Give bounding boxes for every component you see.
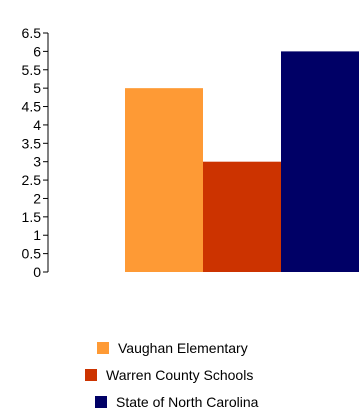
y-tick-label: 0.5: [22, 246, 42, 262]
y-tick-label: 4.5: [22, 99, 42, 115]
y-tick-label: 4: [33, 117, 41, 133]
y-tick-label: 1.5: [22, 209, 42, 225]
y-tick-label: 2: [33, 190, 41, 206]
y-tick-label: 1: [33, 227, 41, 243]
legend-swatch: [95, 396, 107, 408]
y-tick-label: 5.5: [22, 62, 42, 78]
y-tick-label: 3: [33, 154, 41, 170]
y-axis: 0 0.5 1 1.5 2 2.5 3 3.5 4 4.5 5 5.5 6 6.5: [22, 25, 49, 280]
legend-label: State of North Carolina: [116, 394, 259, 410]
legend-item-state-of-north-carolina: State of North Carolina: [95, 392, 258, 412]
y-tick-label: 6.5: [22, 25, 42, 41]
legend-item-vaughan-elementary: Vaughan Elementary: [97, 338, 248, 358]
legend-label: Vaughan Elementary: [118, 340, 248, 356]
legend-label: Warren County Schools: [106, 367, 254, 383]
y-tick-label: 5: [33, 80, 41, 96]
legend-swatch: [85, 369, 97, 381]
legend-swatch: [97, 342, 109, 354]
bars: [125, 51, 359, 273]
bar-state-of-north-carolina: [281, 51, 359, 273]
y-tick-label: 0: [33, 264, 41, 280]
bar-vaughan-elementary: [125, 88, 203, 273]
y-tick-label: 3.5: [22, 135, 42, 151]
bar-warren-county-schools: [203, 161, 281, 272]
y-tick-label: 2.5: [22, 172, 42, 188]
y-tick-label: 6: [33, 43, 41, 59]
legend-item-warren-county-schools: Warren County Schools: [85, 365, 253, 385]
